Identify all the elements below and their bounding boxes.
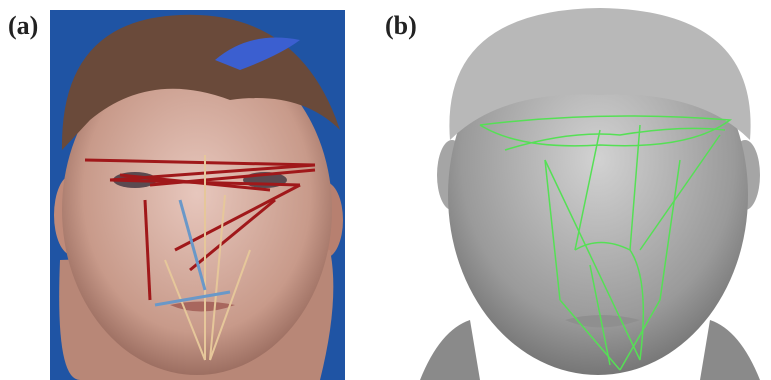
panel-b: (b) [385, 8, 760, 380]
shoulder [420, 320, 480, 380]
figure: (a) (b) [0, 0, 771, 380]
shoulder [700, 320, 760, 380]
panel-label: (a) [8, 11, 38, 40]
panel-label: (b) [385, 11, 417, 40]
panel-a: (a) [8, 10, 345, 380]
